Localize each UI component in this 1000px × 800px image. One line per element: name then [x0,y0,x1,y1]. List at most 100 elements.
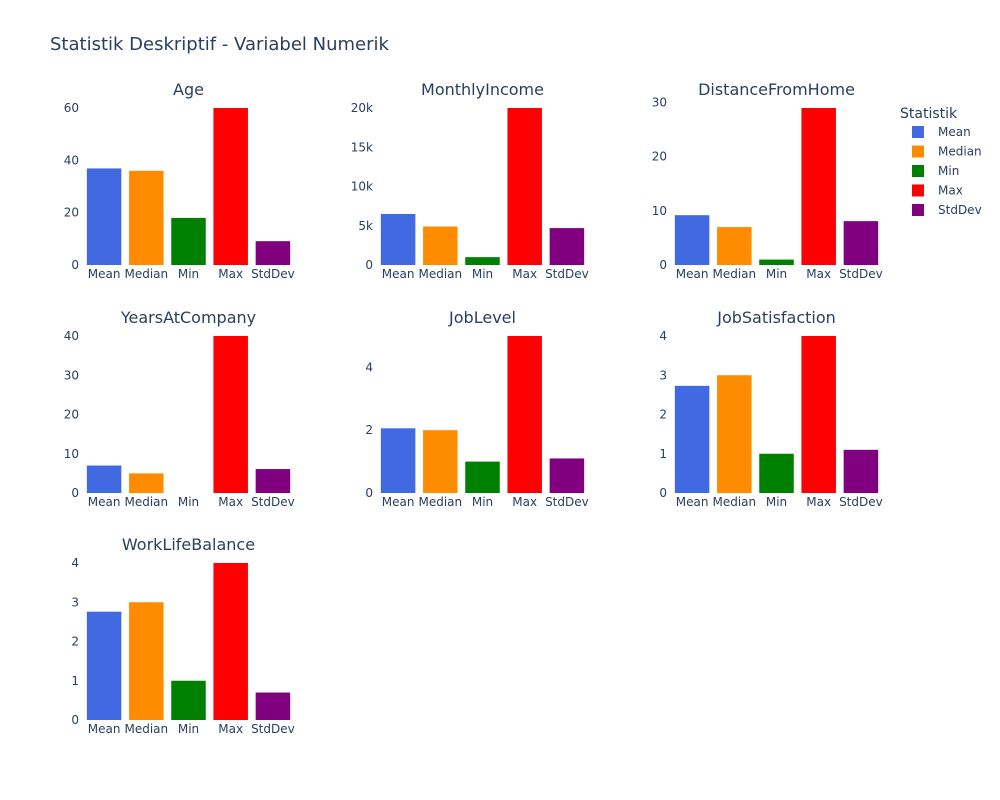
subplot-title: JobLevel [448,308,516,327]
y-tick-label: 40 [64,329,79,343]
y-tick-label: 10 [64,447,79,461]
legend-label-min[interactable]: Min [938,164,959,178]
x-tick-label: Mean [676,267,709,281]
subplot-title: WorkLifeBalance [122,535,255,554]
x-tick-label: Min [766,495,787,509]
x-tick-label: Mean [88,722,121,736]
legend-title: Statistik [900,106,958,122]
x-tick-label: Min [766,267,787,281]
y-tick-label: 2 [365,423,373,437]
bar-mean [380,428,416,493]
bar-max [213,108,248,265]
subplot-title: DistanceFromHome [698,80,855,99]
y-tick-label: 30 [652,96,667,110]
bar-median [129,170,164,265]
legend-swatch-max[interactable] [912,184,924,197]
x-tick-label: Median [712,267,756,281]
x-tick-label: StdDev [251,722,295,736]
y-tick-label: 1 [659,447,667,461]
legend: Statistik Mean Median Min Max StdDev [900,106,982,217]
x-tick-label: Max [806,267,831,281]
x-tick-label: Mean [88,495,121,509]
subplot-title: Age [173,80,204,99]
x-tick-label: Mean [88,267,121,281]
subplot-title: JobSatisfaction [716,308,836,327]
legend-swatch-min[interactable] [912,165,924,177]
bar-stddev [549,228,585,265]
bar-stddev [549,458,585,493]
bar-median [423,226,458,265]
bar-min [465,461,500,493]
x-tick-label: Max [218,722,243,736]
x-tick-label: Median [124,495,168,509]
bar-stddev [255,692,291,720]
y-tick-label: 20 [64,206,79,220]
subplot-age: Age 0 20 40 60 Mean Median Min Max StdDev [64,80,295,281]
bar-mean [86,168,122,265]
bar-min [171,217,206,265]
bar-median [129,473,164,493]
legend-swatch-stddev[interactable] [912,204,924,216]
subplot-title: YearsAtCompany [120,308,256,327]
bar-min [171,680,206,720]
y-tick-label: 3 [659,368,667,382]
x-tick-label: Min [472,495,493,509]
subplot-jobsatisfaction: JobSatisfaction 0 1 2 3 4 Mean Median Min Max StdD… [659,308,882,509]
legend-label-median[interactable]: Median [938,145,982,159]
subplot-monthlyincome: MonthlyIncome 0 5k 10k 15k 20k Mean Median Min Ma… [351,80,589,281]
subplot-worklifebalance: WorkLifeBalance 0 1 2 3 4 Mean Median Min Max StdD… [71,535,294,736]
y-tick-label: 2 [71,635,79,649]
x-tick-label: Min [178,267,199,281]
legend-label-max[interactable]: Max [938,184,963,198]
legend-swatch-mean[interactable] [912,126,924,138]
bar-max [213,563,248,720]
bar-mean [674,215,710,265]
y-tick-label: 0 [71,486,79,500]
x-tick-label: Mean [382,495,415,509]
legend-label-mean[interactable]: Mean [938,125,971,139]
x-tick-label: Max [512,495,537,509]
y-tick-label: 4 [659,329,667,343]
subplot-title: MonthlyIncome [421,80,544,99]
x-tick-label: Min [472,267,493,281]
x-tick-label: StdDev [545,267,589,281]
bar-stddev [255,469,291,493]
subplot-joblevel: JobLevel 0 2 4 Mean Median Min Max StdDev [365,308,588,509]
x-tick-label: Max [218,495,243,509]
chart-title: Statistik Deskriptif - Variabel Numerik [50,34,390,55]
x-tick-label: Min [178,722,199,736]
y-tick-label: 20 [64,408,79,422]
x-tick-label: Mean [676,495,709,509]
y-tick-label: 15k [351,140,373,154]
bar-min [759,259,794,265]
x-tick-label: Max [512,267,537,281]
y-tick-label: 4 [365,360,373,374]
bar-max [213,336,248,493]
x-tick-label: StdDev [545,495,589,509]
bar-max [507,108,542,265]
y-tick-label: 10 [652,204,667,218]
x-tick-label: Min [178,495,199,509]
y-tick-label: 3 [71,595,79,609]
bar-median [717,375,752,493]
y-tick-label: 5k [358,219,373,233]
y-tick-label: 30 [64,368,79,382]
y-tick-label: 0 [365,486,373,500]
y-tick-label: 0 [659,486,667,500]
y-tick-label: 0 [71,258,79,272]
x-tick-label: Mean [382,267,415,281]
x-tick-label: Median [712,495,756,509]
bar-median [129,602,164,720]
y-tick-label: 0 [659,258,667,272]
bar-mean [86,465,122,493]
legend-label-stddev[interactable]: StdDev [938,203,982,217]
legend-swatch-median[interactable] [912,145,924,158]
y-tick-label: 60 [64,101,79,115]
bar-stddev [255,241,291,265]
bar-max [507,336,542,493]
bar-mean [86,611,122,720]
y-tick-label: 0 [365,258,373,272]
bar-median [423,430,458,493]
